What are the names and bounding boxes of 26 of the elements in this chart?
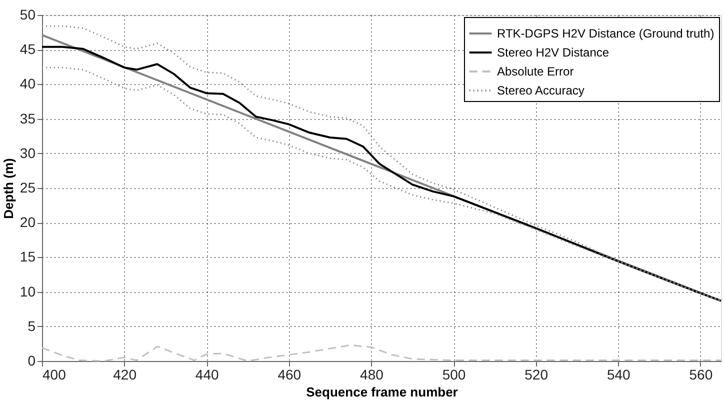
- x-tick-label: 440: [195, 366, 219, 382]
- legend-label: Absolute Error: [497, 64, 574, 78]
- y-tick-label: 10: [20, 283, 36, 300]
- x-axis-title: Sequence frame number: [306, 384, 458, 400]
- y-tick-label: 20: [20, 214, 36, 230]
- y-tick-label: 45: [20, 41, 36, 58]
- x-tick-label: 500: [442, 366, 466, 382]
- x-tick-label: 420: [113, 366, 137, 382]
- x-tick-label: 540: [606, 366, 631, 382]
- x-tick-label: 480: [360, 366, 384, 382]
- x-tick-label: 560: [689, 366, 713, 382]
- y-tick-label: 0: [28, 352, 36, 368]
- y-tick-label: 25: [20, 180, 36, 196]
- legend-label: Stereo Accuracy: [497, 84, 584, 98]
- y-tick-label: 50: [20, 6, 36, 22]
- y-tick-label: 5: [28, 318, 36, 334]
- x-tick-label: 400: [42, 366, 66, 382]
- x-tick-label: 460: [278, 366, 302, 382]
- y-tick-label: 30: [20, 144, 36, 161]
- x-tick-label: 520: [524, 366, 548, 382]
- y-tick-label: 35: [20, 110, 36, 126]
- y-axis-title: Depth (m): [0, 158, 16, 219]
- y-tick-label: 15: [20, 248, 36, 265]
- legend-label: RTK-DGPS H2V Distance (Ground truth): [497, 26, 714, 40]
- legend-label: Stereo H2V Distance: [497, 46, 610, 60]
- y-tick-label: 40: [20, 76, 36, 92]
